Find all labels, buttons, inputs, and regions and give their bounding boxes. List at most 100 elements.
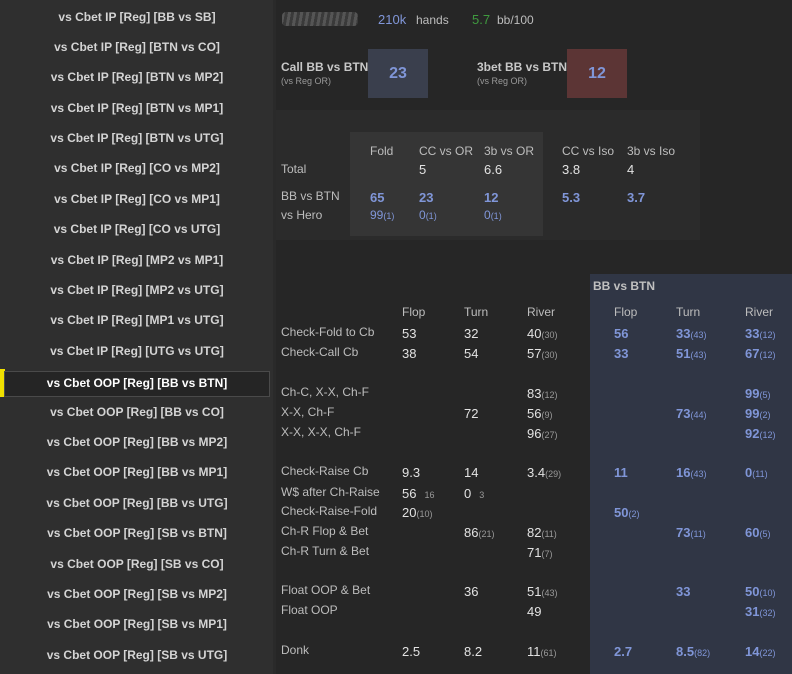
pf-hero-sub: 99(1) <box>370 208 395 222</box>
sidebar-item[interactable]: vs Cbet IP [Reg] [MP2 vs UTG] <box>50 283 224 297</box>
row-label: Float OOP <box>281 603 338 617</box>
opponent-stat-cell: 99(5) <box>745 386 771 401</box>
pf-header-3b-or: 3b vs OR <box>484 144 535 158</box>
pf-hero-cell: 65 <box>370 190 385 205</box>
opponent-stat-cell: 60(5) <box>745 525 771 540</box>
stat-cell: 72 <box>464 406 479 421</box>
stat-cell: 8.2 <box>464 644 483 659</box>
stat-cell: 56(9) <box>527 406 553 421</box>
sidebar-item[interactable]: vs Cbet IP [Reg] [BTN vs CO] <box>54 40 220 54</box>
pf-header-cc-or: CC vs OR <box>419 144 473 158</box>
sidebar-item[interactable]: vs Cbet OOP [Reg] [BB vs UTG] <box>46 496 228 510</box>
col-header-flop: Flop <box>614 305 638 319</box>
opponent-stat-cell <box>745 486 753 501</box>
sidebar-item[interactable]: vs Cbet OOP [Reg] [BB vs MP1] <box>46 465 228 479</box>
sidebar-item[interactable]: vs Cbet OOP [Reg] [SB vs MP1] <box>47 617 227 631</box>
stat-cell <box>527 486 535 501</box>
opponent-stat-cell: 0(11) <box>745 465 768 480</box>
row-label: Check-Raise Cb <box>281 464 369 478</box>
opponent-stat-cell: 99(2) <box>745 406 771 421</box>
pf-hero-cell: 23 <box>419 190 434 205</box>
pf-hero-label2: vs Hero <box>281 208 323 222</box>
threebet-title: 3bet BB vs BTN <box>477 60 568 74</box>
col-header-river: River <box>745 305 774 319</box>
pf-hero-label: BB vs BTN <box>281 189 340 203</box>
opponent-stat-cell: 33 <box>614 346 629 361</box>
threebet-subtitle: (vs Reg OR) <box>477 76 528 86</box>
opponent-stat-cell <box>614 486 622 501</box>
opponent-stat-cell: 50(10) <box>745 584 776 599</box>
sidebar-item[interactable]: vs Cbet OOP [Reg] [SB vs UTG] <box>46 648 228 662</box>
stat-cell: 82(11) <box>527 525 557 540</box>
hands-count: 210k <box>378 12 407 27</box>
row-label: W$ after Ch-Raise <box>281 485 380 499</box>
opponent-stat-cell: 50(2) <box>614 505 640 520</box>
sidebar-item[interactable]: vs Cbet OOP [Reg] [BB vs CO] <box>50 405 224 419</box>
sidebar-item[interactable]: vs Cbet IP [Reg] [UTG vs UTG] <box>50 344 224 358</box>
sidebar-item[interactable]: vs Cbet OOP [Reg] [SB vs BTN] <box>47 526 227 540</box>
row-label: Ch-R Turn & Bet <box>281 544 370 558</box>
pf-header-3b-iso: 3b vs Iso <box>627 144 676 158</box>
stat-cell: 51(43) <box>527 584 558 599</box>
sidebar-item[interactable]: vs Cbet IP [Reg] [CO vs MP1] <box>54 192 220 206</box>
opponent-stat-cell: 56 <box>614 326 629 341</box>
col-header-turn: Turn <box>464 305 489 319</box>
opponent-stat-cell: 33 <box>676 584 691 599</box>
pf-total-label: Total <box>281 162 307 176</box>
sidebar-item[interactable]: vs Cbet IP [Reg] [CO vs UTG] <box>53 222 221 236</box>
sidebar-item[interactable]: vs Cbet OOP [Reg] [SB vs CO] <box>50 557 224 571</box>
stat-cell: 54 <box>464 346 479 361</box>
bb100-label: bb/100 <box>497 13 534 27</box>
stat-cell: 57(30) <box>527 346 558 361</box>
pf-total-cell: 5 <box>419 162 427 177</box>
row-label: Ch-C, X-X, Ch-F <box>281 385 370 399</box>
row-label: X-X, X-X, Ch-F <box>281 425 362 439</box>
opponent-stat-cell: 11 <box>614 465 628 480</box>
col-header-river: River <box>527 305 556 319</box>
stat-cell: 71(7) <box>527 545 553 560</box>
pf-hero-cell: 5.3 <box>562 190 581 205</box>
pf-hero-cell: 12 <box>484 190 499 205</box>
sidebar-item[interactable]: vs Cbet IP [Reg] [MP1 vs UTG] <box>50 313 224 327</box>
stat-cell: 53 <box>402 326 417 341</box>
sidebar-item[interactable]: vs Cbet IP [Reg] [BB vs SB] <box>58 10 216 24</box>
sidebar-item[interactable]: vs Cbet IP [Reg] [BTN vs MP1] <box>50 101 224 115</box>
blurred-player-name <box>282 12 358 26</box>
pf-total-cell: 4 <box>627 162 635 177</box>
stat-cell: 38 <box>402 346 417 361</box>
sidebar-item[interactable]: vs Cbet IP [Reg] [BTN vs MP2] <box>50 70 224 84</box>
sidebar-item[interactable]: vs Cbet OOP [Reg] [SB vs MP2] <box>47 587 227 601</box>
preflop-highlight <box>350 132 543 236</box>
sidebar-item-selected[interactable]: vs Cbet OOP [Reg] [BB vs BTN] <box>4 371 270 397</box>
opponent-stat-cell: 51(43) <box>676 346 707 361</box>
opponent-stat-cell <box>676 486 684 501</box>
stat-cell: 56 16 <box>402 486 435 501</box>
stat-cell: 86(21) <box>464 525 495 540</box>
stat-cell: 3.4(29) <box>527 465 562 480</box>
stat-cell: 49 <box>527 604 542 619</box>
sidebar-item[interactable]: vs Cbet IP [Reg] [BTN vs UTG] <box>50 131 224 145</box>
opponent-stat-cell: 14(22) <box>745 644 776 659</box>
row-label: Check-Raise-Fold <box>281 504 378 518</box>
row-label: Check-Fold to Cb <box>281 325 375 339</box>
call-value-box: 23 <box>368 49 428 98</box>
right-panel-title: BB vs BTN <box>593 279 656 293</box>
bb100-value: 5.7 <box>472 12 491 27</box>
row-label: Ch-R Flop & Bet <box>281 524 369 538</box>
sidebar: vs Cbet IP [Reg] [BB vs SB] vs Cbet IP [… <box>0 0 273 674</box>
hands-label: hands <box>416 13 449 27</box>
opponent-column-panel <box>590 274 792 674</box>
sidebar-item[interactable]: vs Cbet OOP [Reg] [BB vs MP2] <box>46 435 228 449</box>
opponent-stat-cell: 31(32) <box>745 604 776 619</box>
pf-header-cc-iso: CC vs Iso <box>562 144 615 158</box>
opponent-stat-cell: 16(43) <box>676 465 707 480</box>
pf-total-cell: 6.6 <box>484 162 503 177</box>
threebet-value-box: 12 <box>567 49 627 98</box>
pf-hero-cell: 3.7 <box>627 190 646 205</box>
opponent-stat-cell: 73(11) <box>676 525 706 540</box>
sidebar-item[interactable]: vs Cbet IP [Reg] [MP2 vs MP1] <box>50 253 224 267</box>
opponent-stat-cell: 2.7 <box>614 644 633 659</box>
sidebar-item[interactable]: vs Cbet IP [Reg] [CO vs MP2] <box>54 161 220 175</box>
row-label: Donk <box>281 643 310 657</box>
